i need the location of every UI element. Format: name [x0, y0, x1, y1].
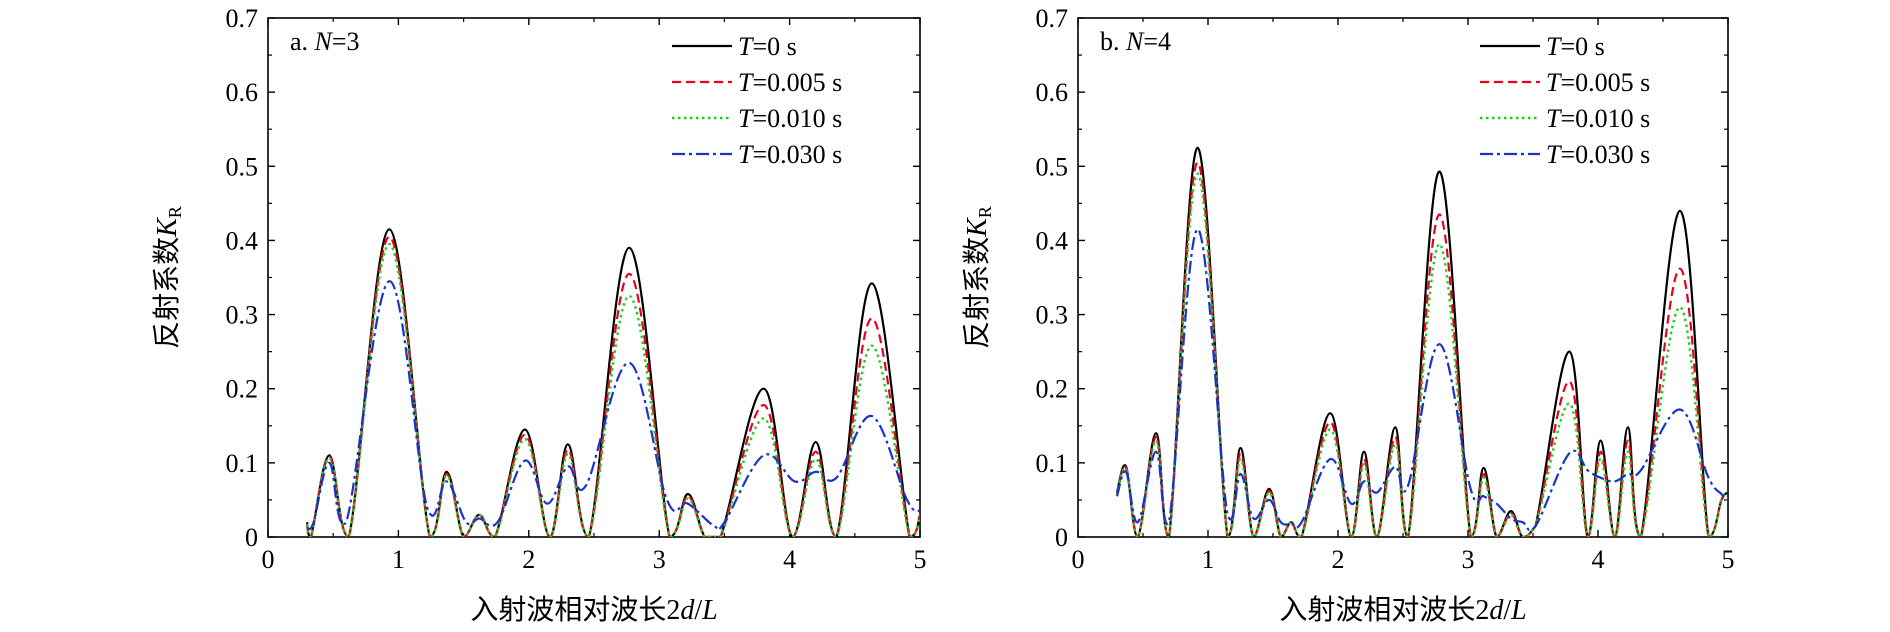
panel-label: a. N=3	[290, 27, 360, 56]
y-tick-label: 0	[1055, 523, 1068, 552]
legend-rest: =0.010 s	[752, 104, 842, 133]
x-axis-label: 入射波相对波长2d/L	[470, 594, 717, 626]
x-tick-label: 3	[1462, 545, 1475, 574]
y-tick-label: 0.5	[1036, 152, 1069, 181]
panel-label-var: N	[314, 27, 334, 56]
y-axis-label-var: K	[152, 217, 183, 238]
legend-entry-1: T=0.005 s	[1546, 68, 1650, 97]
series-group	[1115, 146, 1728, 537]
x-tick-label: 3	[653, 545, 666, 574]
y-tick-label: 0.3	[1036, 301, 1069, 330]
legend-rest: =0 s	[1560, 32, 1604, 61]
panel-label-prefix: b.	[1100, 27, 1126, 56]
y-tick-label: 0.1	[1036, 449, 1069, 478]
legend: T=0 sT=0.005 sT=0.010 sT=0.030 s	[672, 32, 842, 169]
legend-entry-1: T=0.005 s	[738, 68, 842, 97]
panel-label-prefix: a.	[290, 27, 315, 56]
legend-entry-0: T=0 s	[738, 32, 797, 61]
x-axis-label-var1: d	[1489, 595, 1504, 626]
legend-var: T	[1546, 140, 1562, 169]
legend-rest: =0.030 s	[1560, 140, 1650, 169]
series-line-2	[1115, 172, 1728, 537]
series-line-1	[306, 235, 920, 537]
y-tick-label: 0.6	[1036, 78, 1069, 107]
legend-rest: =0.030 s	[752, 140, 842, 169]
y-tick-label: 0.7	[1036, 4, 1069, 33]
y-tick-label: 0.1	[226, 449, 259, 478]
legend-rest: =0.010 s	[1560, 104, 1650, 133]
y-axis-label: 反射系数KR	[961, 206, 995, 349]
x-axis-label-var2: L	[701, 595, 718, 626]
legend-entry-3: T=0.030 s	[1546, 140, 1650, 169]
x-tick-label: 5	[1722, 545, 1735, 574]
legend-entry-0: T=0 s	[1546, 32, 1605, 61]
series-group	[305, 228, 920, 537]
panel-label-value: =3	[332, 27, 360, 56]
x-tick-label: 1	[1202, 545, 1215, 574]
legend-var: T	[1546, 68, 1562, 97]
x-axis-label-slash: /	[694, 595, 702, 626]
y-tick-label: 0.2	[1036, 375, 1069, 404]
y-axis-label-var: K	[962, 217, 993, 238]
y-axis-label-sub: R	[165, 206, 185, 218]
y-tick-label: 0.2	[226, 375, 259, 404]
panel-label: b. N=4	[1100, 27, 1171, 56]
legend-var: T	[1546, 32, 1562, 61]
legend-entry-2: T=0.010 s	[1546, 104, 1650, 133]
x-tick-label: 0	[1072, 545, 1085, 574]
y-tick-label: 0.6	[226, 78, 259, 107]
panel-label-value: =4	[1143, 27, 1171, 56]
legend-entry-3: T=0.030 s	[738, 140, 842, 169]
x-axis-label-prefix: 入射波相对波长2	[1279, 594, 1489, 626]
legend-var: T	[738, 140, 754, 169]
x-tick-label: 0	[262, 545, 275, 574]
chart-panel-a: 0 1 2 3 4 500.10.20.30.40.50.60.7a. N=3 T=0 sT…	[151, 4, 927, 626]
x-axis-label-slash: /	[1503, 595, 1511, 626]
legend-var: T	[1546, 104, 1562, 133]
x-axis-label: 入射波相对波长2d/L	[1279, 594, 1526, 626]
y-tick-label: 0.5	[226, 152, 259, 181]
x-tick-label: 2	[1332, 545, 1345, 574]
y-axis-label-prefix: 反射系数	[961, 237, 993, 349]
legend-var: T	[738, 32, 754, 61]
x-axis-label-var2: L	[1510, 595, 1527, 626]
y-tick-label: 0.3	[226, 301, 259, 330]
y-tick-label: 0.4	[226, 226, 259, 255]
x-tick-label: 2	[522, 545, 535, 574]
x-axis-label-prefix: 入射波相对波长2	[470, 594, 680, 626]
legend-entry-2: T=0.010 s	[738, 104, 842, 133]
series-line-1	[1115, 161, 1728, 537]
x-axis-label-var1: d	[680, 595, 695, 626]
legend-var: T	[738, 104, 754, 133]
x-tick-label: 4	[1592, 545, 1605, 574]
y-axis-label-sub: R	[975, 206, 995, 218]
y-tick-label: 0.7	[226, 4, 259, 33]
legend-rest: =0.005 s	[1560, 68, 1650, 97]
series-line-2	[305, 242, 920, 537]
legend-rest: =0.005 s	[752, 68, 842, 97]
series-line-0	[1115, 146, 1728, 537]
y-tick-label: 0.4	[1036, 226, 1069, 255]
panel-label-var: N	[1125, 27, 1145, 56]
y-axis-label: 反射系数KR	[151, 206, 185, 349]
x-tick-label: 4	[783, 545, 796, 574]
legend-rest: =0 s	[752, 32, 796, 61]
series-line-3	[306, 280, 920, 532]
x-tick-label: 5	[914, 545, 927, 574]
legend: T=0 sT=0.005 sT=0.010 sT=0.030 s	[1480, 32, 1650, 169]
y-axis-label-prefix: 反射系数	[151, 237, 183, 349]
y-tick-label: 0	[245, 523, 258, 552]
legend-var: T	[738, 68, 754, 97]
x-tick-label: 1	[392, 545, 405, 574]
chart-panel-b: 0 1 2 3 4 500.10.20.30.40.50.60.7b. N=4 T=0 sT…	[961, 4, 1735, 626]
